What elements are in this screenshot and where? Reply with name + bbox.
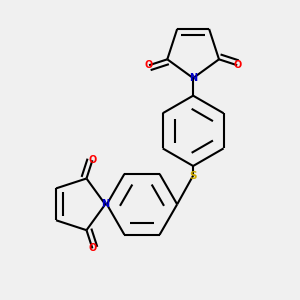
Text: O: O xyxy=(88,155,97,165)
Text: O: O xyxy=(88,243,97,254)
Text: N: N xyxy=(189,73,197,83)
Text: N: N xyxy=(101,199,109,209)
Text: S: S xyxy=(189,171,197,181)
Text: O: O xyxy=(233,60,241,70)
Text: O: O xyxy=(145,60,153,70)
